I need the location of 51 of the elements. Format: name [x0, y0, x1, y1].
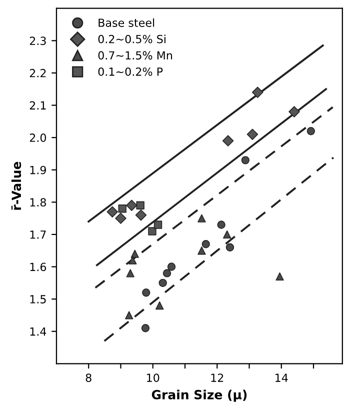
point	[222, 135, 234, 146]
y-axis-title: r̄-Value	[11, 162, 22, 210]
y-tick-label: 2.3	[30, 36, 46, 46]
point	[128, 256, 137, 264]
point	[126, 200, 138, 212]
point	[142, 288, 150, 297]
point	[141, 324, 150, 332]
point	[276, 272, 284, 281]
point	[252, 86, 264, 98]
point	[246, 128, 258, 140]
y-tick-label: 2.0	[30, 134, 46, 142]
point	[198, 246, 206, 255]
point	[135, 209, 147, 221]
point	[288, 106, 300, 118]
point	[306, 127, 316, 136]
point	[124, 311, 134, 320]
y-tick-label: 1.9	[30, 166, 46, 174]
point	[148, 227, 156, 236]
point	[162, 269, 172, 278]
legend-label: 0.1~0.2% P	[98, 67, 163, 76]
legend-label: Base steel	[98, 18, 154, 27]
point	[126, 269, 134, 278]
x-tick-label: 12	[211, 374, 224, 382]
y-tick-label: 2.1	[30, 101, 46, 110]
point	[202, 240, 210, 248]
point	[226, 243, 234, 252]
point	[217, 220, 226, 229]
y-tick-label: 1.7	[30, 230, 46, 239]
legend-label: 0.2~0.5% Si	[98, 34, 166, 44]
point	[167, 262, 176, 271]
legend-label: 0.7~1.5% Mn	[98, 51, 172, 60]
point	[154, 220, 162, 229]
x-tick-label: 8	[86, 374, 92, 382]
y-tick-label: 1.5	[30, 295, 46, 304]
point	[222, 230, 232, 239]
point	[241, 156, 250, 164]
point	[115, 212, 126, 224]
point	[198, 214, 206, 222]
point	[106, 206, 118, 218]
y-tick-label: 1.8	[30, 198, 46, 207]
y-tick-label: 1.4	[30, 327, 46, 336]
point	[136, 201, 144, 210]
point	[156, 301, 164, 310]
point	[158, 278, 167, 288]
point	[130, 250, 139, 258]
x-axis-title: Grain Size (μ)	[152, 390, 247, 402]
y-tick-label: 2.2	[30, 68, 46, 78]
y-tick-label: 1.6	[30, 262, 46, 272]
point	[118, 204, 126, 213]
x-tick-label: 14	[276, 374, 288, 382]
x-tick-label: 10	[147, 374, 160, 382]
